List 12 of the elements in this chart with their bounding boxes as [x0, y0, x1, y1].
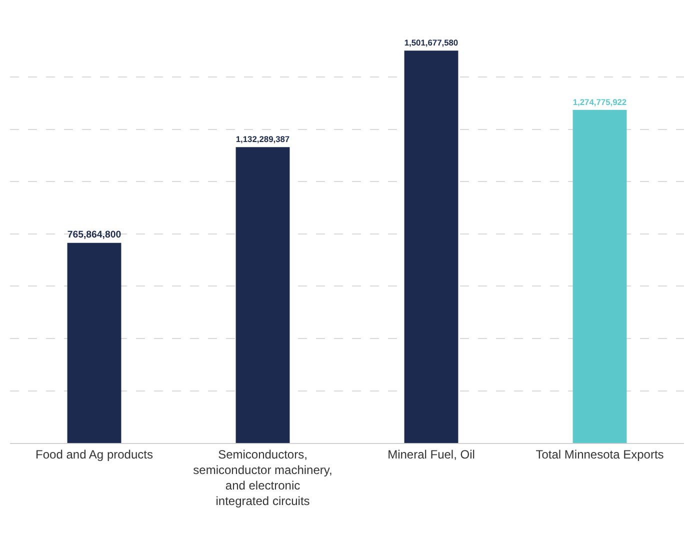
bar — [572, 110, 627, 443]
bar — [236, 147, 290, 443]
x-tick-label: Food and Ag products — [36, 447, 153, 462]
data-label: 765,864,800 — [67, 229, 122, 240]
x-tick-label: Mineral Fuel, Oil — [388, 447, 475, 462]
x-tick-label: Semiconductors, semiconductor machinery, and electronic integrated circuits — [193, 447, 332, 508]
data-label: 1,501,677,580 — [404, 38, 458, 48]
x-tick-label: Total Minnesota Exports — [536, 447, 664, 462]
data-label: 1,274,775,922 — [572, 96, 627, 107]
data-label: 1,132,289,387 — [236, 134, 290, 144]
bar — [404, 50, 458, 443]
bar — [67, 242, 122, 443]
